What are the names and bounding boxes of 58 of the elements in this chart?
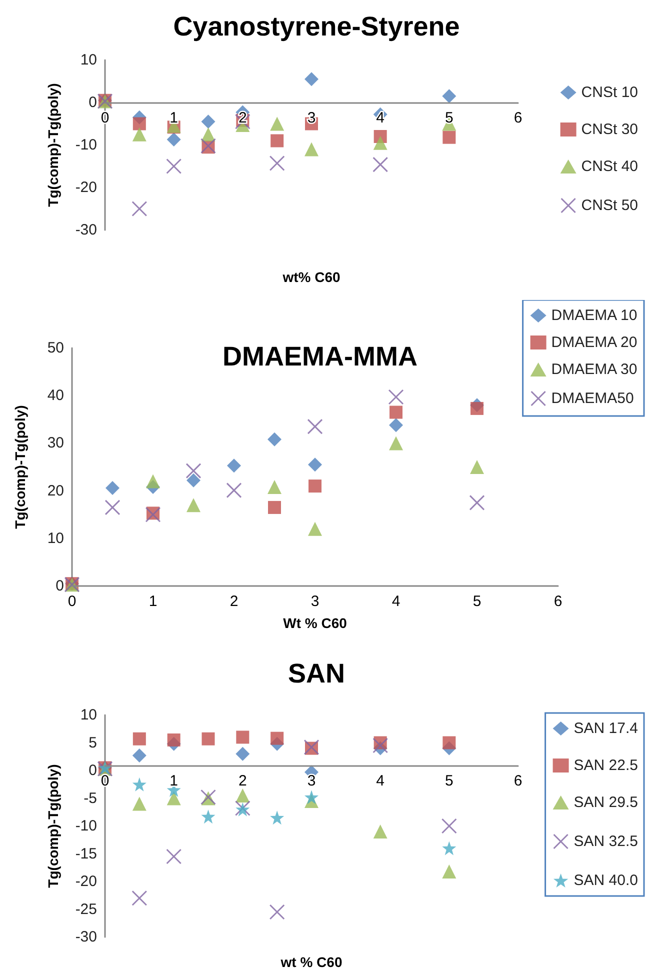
y-tick-label: 20 xyxy=(47,482,64,500)
y-tick-label: -5 xyxy=(84,790,97,807)
x-tick-label: 3 xyxy=(310,593,320,610)
x-tick-label: 5 xyxy=(444,772,454,790)
legend-label: CNSt 10 xyxy=(581,84,638,101)
x-tick-label: 1 xyxy=(170,772,178,790)
y-tick-label: -25 xyxy=(75,900,97,918)
x-tick-label: 5 xyxy=(444,110,454,126)
x-tick-label: 5 xyxy=(472,593,482,610)
y-axis-title: Tg(comp)-Tg(poly) xyxy=(12,405,28,529)
y-tick-label: -10 xyxy=(75,818,97,834)
y-tick-label: -30 xyxy=(75,928,97,946)
x-tick-label: 4 xyxy=(392,593,400,610)
x-axis-title: wt % C60 xyxy=(280,954,342,970)
y-axis-title: Tg(comp)-Tg(poly) xyxy=(45,83,61,207)
y-tick-label: -10 xyxy=(75,136,97,154)
chart-title: DMAEMA-MMA xyxy=(222,342,418,372)
y-tick-label: -30 xyxy=(75,222,97,238)
y-tick-label: 10 xyxy=(80,706,97,724)
y-tick-label: -15 xyxy=(75,845,97,862)
x-tick-label: 0 xyxy=(100,772,110,790)
chart-title: SAN xyxy=(288,658,346,688)
x-tick-label: 1 xyxy=(148,593,158,610)
y-axis-title: Tg(comp)-Tg(poly) xyxy=(45,764,61,888)
legend-label: DMAEMA50 xyxy=(551,390,634,407)
legend-label: DMAEMA 10 xyxy=(551,307,638,324)
x-tick-label: 4 xyxy=(376,772,385,790)
x-axis-title: wt% C60 xyxy=(282,269,340,285)
legend-label: SAN 32.5 xyxy=(574,833,638,850)
x-tick-label: 2 xyxy=(238,772,247,790)
y-tick-label: 10 xyxy=(80,52,97,68)
x-tick-label: 2 xyxy=(238,110,247,126)
x-tick-label: 6 xyxy=(554,593,562,610)
y-tick-label: 40 xyxy=(47,387,64,404)
legend-label: CNSt 30 xyxy=(581,121,638,138)
x-tick-label: 6 xyxy=(514,110,522,126)
y-tick-label: 0 xyxy=(56,578,64,594)
legend-label: SAN 40.0 xyxy=(574,872,638,889)
x-tick-label: 2 xyxy=(230,593,238,610)
legend-label: CNSt 50 xyxy=(581,197,638,214)
y-tick-label: 30 xyxy=(47,434,64,452)
y-tick-label: 50 xyxy=(47,340,64,356)
legend-label: SAN 29.5 xyxy=(574,794,638,811)
chart-title: Cyanostyrene-Styrene xyxy=(173,12,460,42)
legend-label: SAN 22.5 xyxy=(574,757,638,774)
x-tick-label: 0 xyxy=(100,110,110,126)
y-tick-label: 5 xyxy=(88,734,97,752)
y-tick-label: 10 xyxy=(47,530,64,547)
y-tick-label: 0 xyxy=(88,94,97,111)
x-tick-label: 3 xyxy=(307,772,316,790)
x-axis-title: Wt % C60 xyxy=(283,615,348,631)
legend-label: CNSt 40 xyxy=(581,158,638,175)
x-tick-label: 6 xyxy=(514,772,522,790)
y-tick-label: -20 xyxy=(75,873,97,890)
legend-label: DMAEMA 20 xyxy=(551,334,638,351)
legend-label: DMAEMA 30 xyxy=(551,361,638,378)
legend-label: SAN 17.4 xyxy=(574,720,638,737)
y-tick-label: -20 xyxy=(75,179,97,196)
